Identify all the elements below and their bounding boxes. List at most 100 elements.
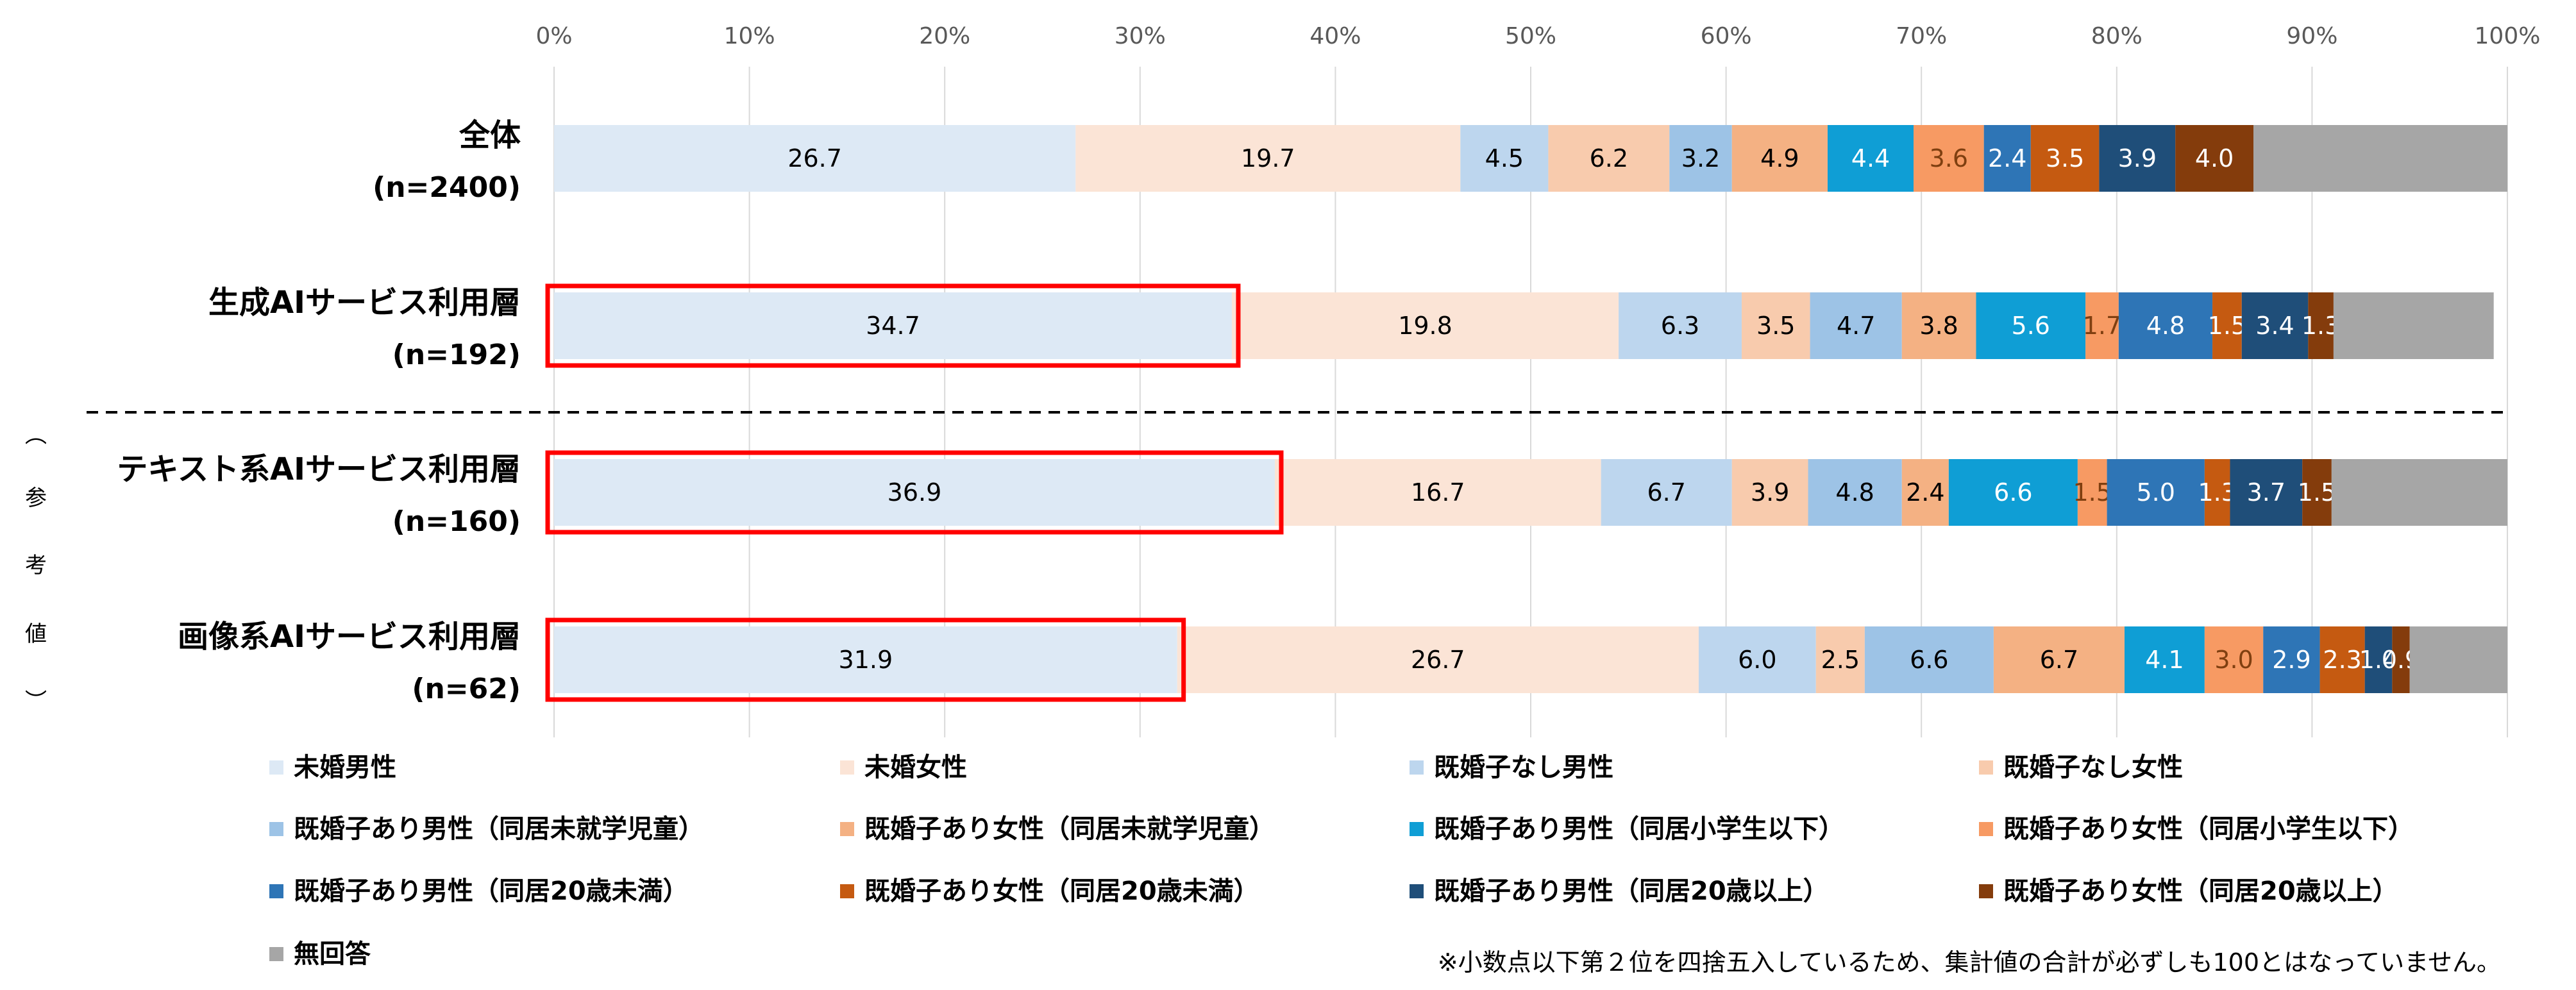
data-label: 16.7 (1411, 478, 1465, 507)
legend-swatch (1410, 884, 1424, 898)
x-tick-label: 50% (1505, 23, 1556, 49)
legend-entry: 既婚子あり男性（同居未就学児童） (294, 814, 704, 844)
bar-segment (1619, 292, 1742, 359)
bar-segment (1901, 292, 1976, 359)
category-labels: 全体 (n=2400) 生成AIサービス利用層 (n=192) テキスト系AIサービス利… (117, 117, 521, 705)
data-label: 1.5 (2208, 312, 2246, 340)
x-axis-ticks: 0% 10% 20% 30% 40% 50% 60% 70% 80% 90% 100% (535, 23, 2540, 49)
legend-entry: 既婚子あり女性（同居未就学児童） (864, 814, 1275, 844)
legend-swatch (269, 760, 283, 775)
highlight-box (545, 450, 1284, 535)
legend-entry: 既婚子あり男性（同居小学生以下） (1434, 814, 1844, 844)
data-label: 1.7 (2083, 312, 2121, 340)
legend-swatch (1979, 884, 1993, 898)
category-n: (n=160) (392, 505, 521, 538)
data-label: 19.8 (1398, 312, 1452, 340)
bar-segment (1698, 626, 1816, 693)
legend-swatch (1410, 822, 1424, 836)
data-label: 2.9 (2272, 646, 2311, 674)
bar-segment (1231, 292, 1619, 359)
bars-layer: 26.7 19.7 4.5 6.2 3.2 4.9 4.4 3.6 2.4 3.5 3.9 4.0 34… (554, 125, 2507, 693)
data-label: 5.6 (2012, 312, 2050, 340)
data-label: 3.7 (2247, 478, 2286, 507)
legend-entry: 既婚子あり男性（同居20歳以上） (1434, 877, 1829, 906)
bar-segment (2212, 292, 2242, 359)
data-label: 31.9 (839, 646, 893, 674)
footnote: ※小数点以下第２位を四捨五入しているため、集計値の合計が必ずしも100とはなって… (1438, 948, 2501, 977)
data-label: 1.5 (2298, 478, 2336, 507)
bar-segment (1075, 125, 1461, 192)
data-label: 3.5 (1756, 312, 1795, 340)
bar-segment (2409, 626, 2507, 693)
data-label: 6.6 (1994, 478, 2032, 507)
x-tick-label: 70% (1896, 23, 1947, 49)
data-label: 3.4 (2255, 312, 2294, 340)
bar-segment (2175, 125, 2254, 192)
legend-entry: 既婚子あり女性（同居小学生以下） (2003, 814, 2414, 844)
bar-segment (2085, 292, 2119, 359)
category-name: 画像系AIサービス利用層 (178, 619, 521, 655)
bar-segment (2077, 459, 2107, 526)
data-label: 1.5 (2073, 478, 2112, 507)
bar-segment (2331, 459, 2507, 526)
bar-segment (1177, 626, 1699, 693)
legend-entry: 既婚子あり男性（同居20歳未満） (294, 877, 689, 906)
legend-entry: 既婚子あり女性（同居20歳未満） (864, 877, 1259, 906)
bar-segment (1815, 626, 1865, 693)
x-tick-label: 20% (919, 23, 970, 49)
bar-segment (2263, 626, 2320, 693)
reference-label-char: 値 (25, 621, 47, 647)
legend-entry: 既婚子なし女性 (2003, 753, 2183, 782)
data-label: 26.7 (787, 144, 842, 172)
bar-segment (2241, 292, 2309, 359)
x-tick-label: 60% (1701, 23, 1752, 49)
category-name: テキスト系AIサービス利用層 (117, 451, 521, 487)
data-label: 6.7 (1647, 478, 1685, 507)
bar-segment (1983, 125, 2031, 192)
legend-entry: 未婚女性 (864, 753, 967, 782)
bar-segment (2230, 459, 2303, 526)
bar-segment (2204, 459, 2230, 526)
x-tick-label: 90% (2286, 23, 2337, 49)
bar-segment (2392, 626, 2410, 693)
category-n: (n=62) (412, 673, 521, 705)
bar-segment (554, 292, 1232, 359)
category-name: 全体 (459, 117, 521, 153)
bar-segment (2302, 459, 2332, 526)
bar-segment (1864, 626, 1994, 693)
bar-segment (2099, 125, 2176, 192)
data-label: 2.3 (2323, 646, 2361, 674)
legend-swatch (269, 822, 283, 836)
data-label: 4.5 (1485, 144, 1524, 172)
data-label: 6.0 (1738, 646, 1776, 674)
x-tick-label: 100% (2475, 23, 2541, 49)
data-label: 2.4 (1988, 144, 2026, 172)
legend-swatch (1979, 822, 1993, 836)
data-label: 2.5 (1821, 646, 1860, 674)
highlight-layer (87, 283, 2507, 702)
bar-segment (2364, 626, 2393, 693)
bar-segment (1810, 292, 1902, 359)
category-n: (n=192) (392, 339, 521, 371)
x-tick-label: 30% (1115, 23, 1166, 49)
data-label: 2.4 (1906, 478, 1944, 507)
bar-segment (2204, 626, 2264, 693)
bar-segment (2308, 292, 2334, 359)
bar-segment (1993, 626, 2125, 693)
legend-entry: 既婚子なし男性 (1434, 753, 1613, 782)
legend-swatch (1410, 760, 1424, 775)
data-label: 3.2 (1681, 144, 1720, 172)
bar-segment (1601, 459, 1732, 526)
data-label: 3.9 (1751, 478, 1789, 507)
bar-segment (2124, 626, 2205, 693)
legend-swatch (840, 884, 854, 898)
highlight-box (545, 617, 1186, 702)
data-label: 4.1 (2145, 646, 2184, 674)
reference-label-char: 考 (25, 553, 47, 578)
x-tick-label: 10% (724, 23, 775, 49)
data-label: 6.7 (2040, 646, 2078, 674)
bar-segment (554, 459, 1275, 526)
